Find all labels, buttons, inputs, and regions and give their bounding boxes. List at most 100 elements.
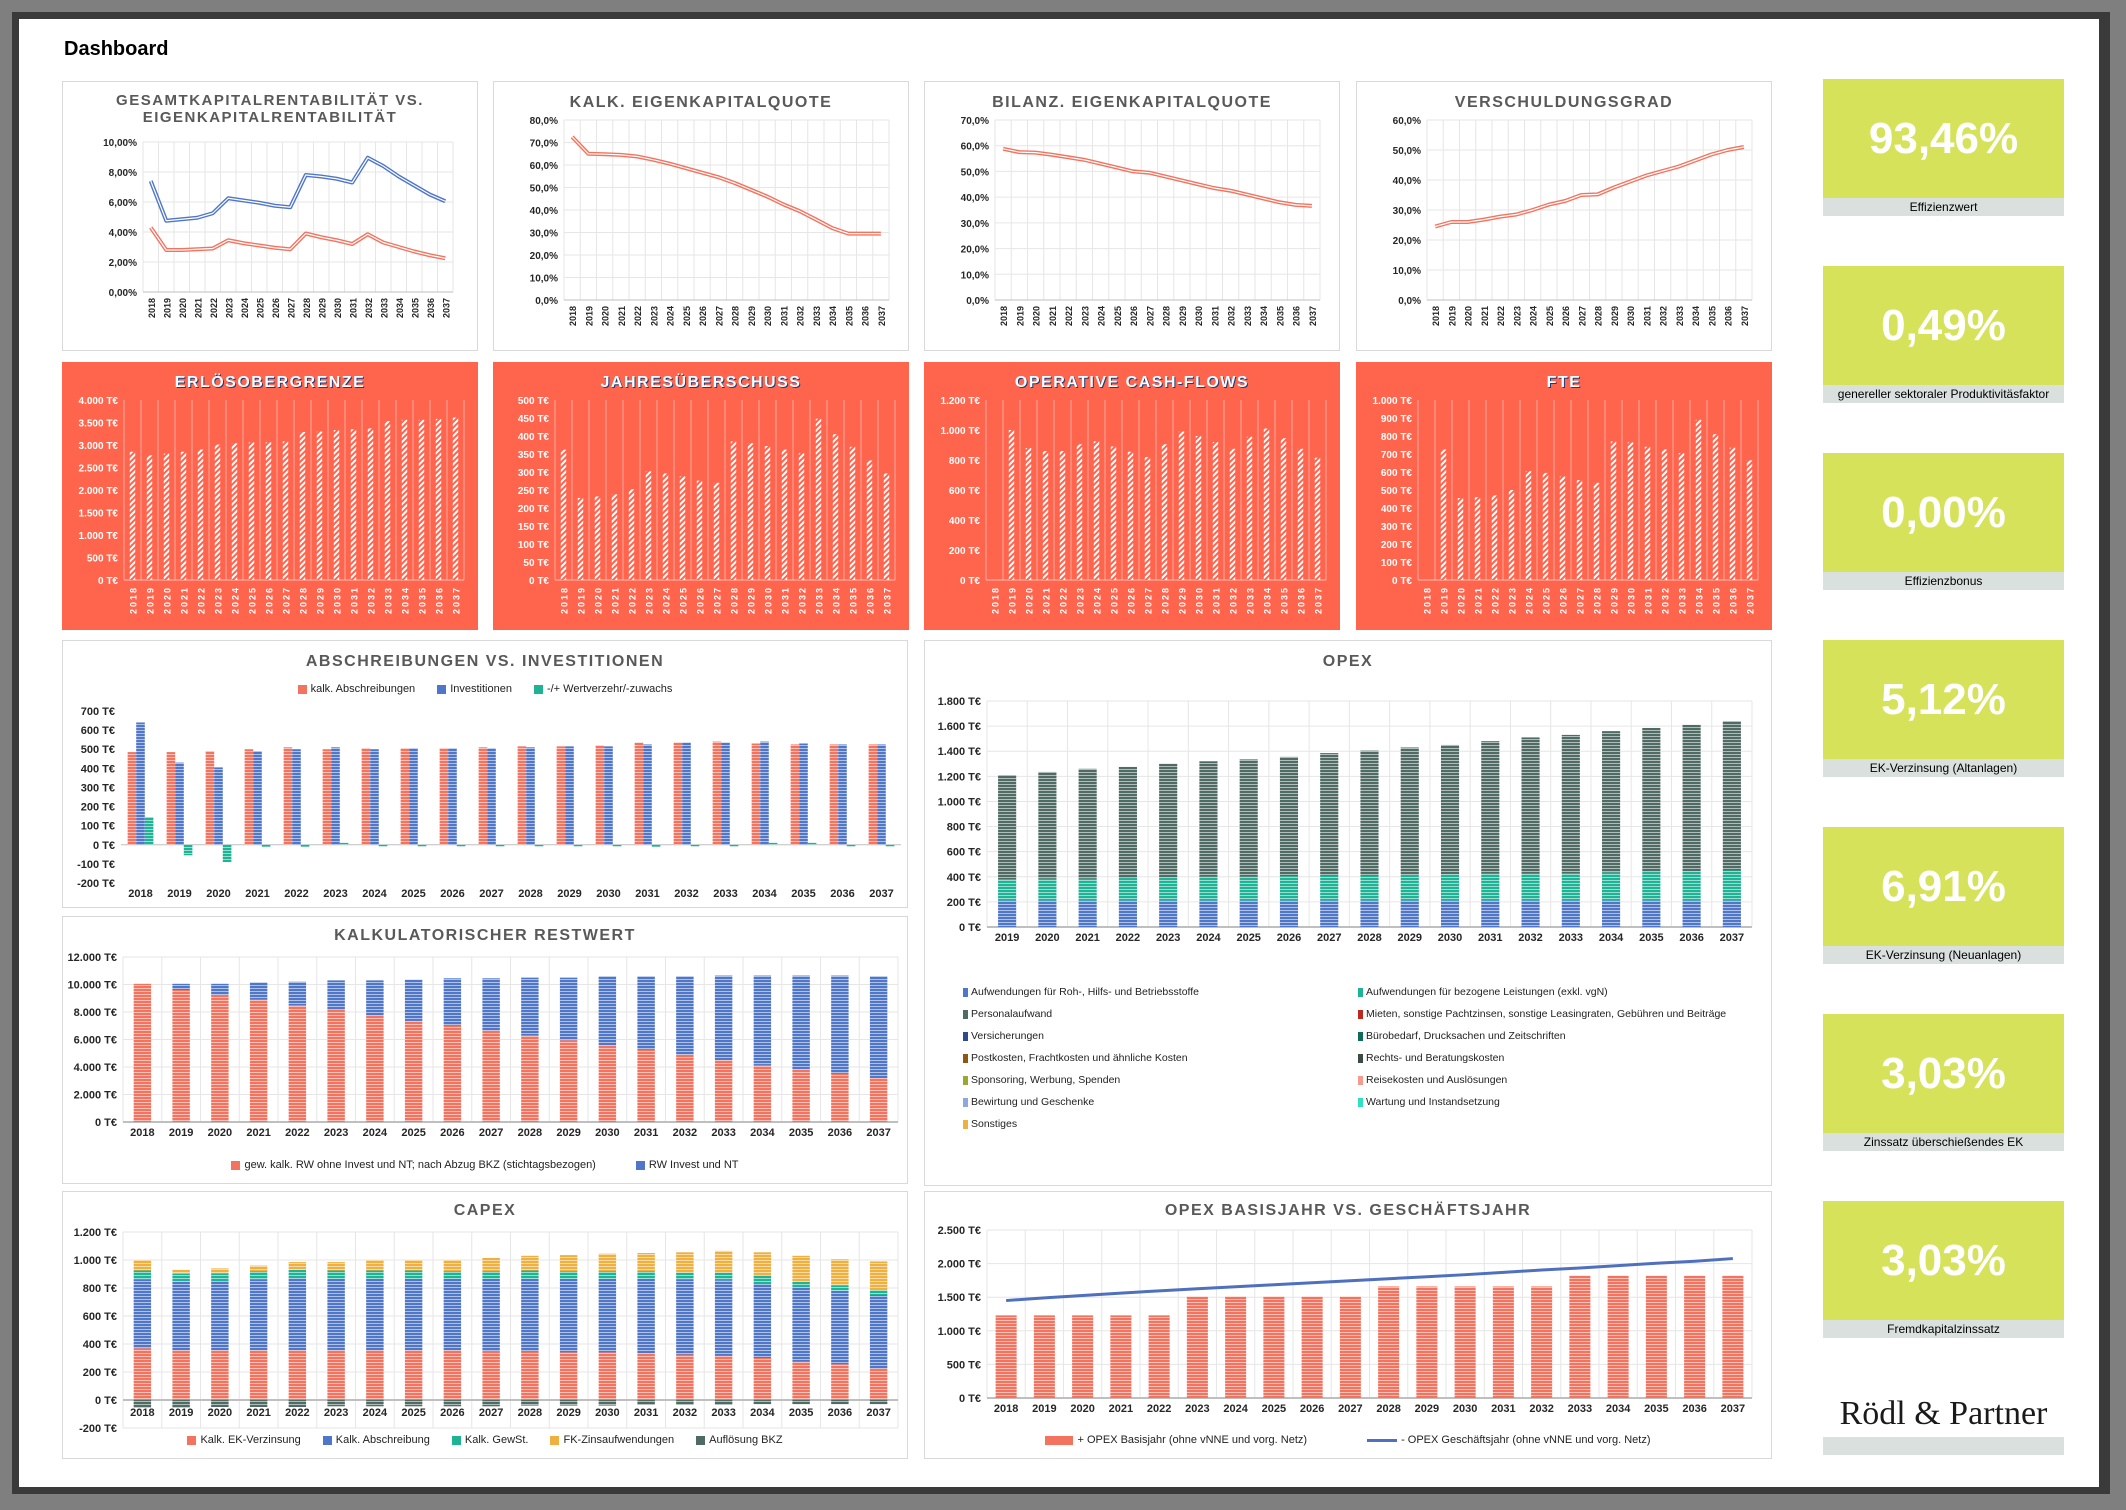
bar [146,455,153,580]
legend-item: Auflösung BKZ [696,1434,783,1446]
x-tick-label: 2033 [379,298,389,318]
kpi-label: Zinssatz überschießendes EK [1823,1133,2064,1151]
bar-segment-0 [1722,900,1741,927]
x-tick-label: 2034 [1695,586,1705,614]
bar-segment-0 [1400,900,1419,927]
bar-segment-4 [327,1400,345,1407]
legend-item: Personalaufwand [963,1008,1358,1020]
y-tick-label: 350 T€ [518,450,550,461]
chart-plot: 0 T€ 500 T€ 1.000 T€ 1.500 T€ 2.000 T€ 2.500 … [938,1225,1753,1415]
chart-plot: 0 T€ 50 T€ 100 T€ 150 T€ 200 T€ 250 T€ 300 T€ 3… [518,396,896,614]
bar-segment-1 [404,1278,423,1351]
bar-segment-0 [521,1351,539,1400]
y-tick-label: 1.500 T€ [938,1292,981,1304]
bar-0 [751,743,761,845]
x-tick-label: 2034 [1691,306,1701,326]
bar-segment-4 [714,1400,733,1405]
chart-gesamtkapitalrentabilitaet: GESAMTKAPITALRENTABILITÄT VS. EIGENKAPIT… [62,81,478,351]
x-tick-label: 2020 [208,1407,232,1419]
bar-segment-0 [133,1348,152,1400]
x-tick-label: 2030 [763,306,773,326]
x-tick-label: 2027 [1576,586,1586,614]
chart-title: KALKULATORISCHER RESTWERT [334,927,636,944]
bar-1 [214,767,223,845]
x-tick-label: 2019 [577,586,587,614]
bar-segment-1 [1400,874,1419,901]
x-tick-label: 2022 [628,586,638,614]
x-tick-label: 2023 [224,298,234,318]
bar-segment-2 [1642,727,1661,872]
x-tick-label: 2021 [1075,932,1099,944]
y-tick-label: 1.600 T€ [938,721,981,733]
bar-segment-3 [288,1262,307,1270]
bar [299,431,306,580]
bar-segment-0 [482,1030,500,1122]
x-tick-label: 2023 [324,1407,348,1419]
chart-plot: 0 T€ 2.000 T€ 4.000 T€ 6.000 T€ 8.000 T€ 10.0… [67,952,899,1139]
y-tick-label: 800 T€ [1381,432,1413,443]
bar [1645,1275,1667,1398]
x-tick-label: 2024 [1223,1403,1248,1415]
x-tick-label: 2032 [364,298,374,318]
x-tick-label: 2033 [1559,932,1583,944]
x-tick-label: 2024 [662,586,672,614]
legend-label: Sponsoring, Werbung, Spenden [971,1074,1121,1086]
bar-segment-2 [598,1271,617,1279]
chart-plot: 0,0% 10,0% 20,0% 30,0% 40,0% 50,0% 60,0% 2018 20… [1393,116,1753,326]
x-tick-label: 2033 [1678,586,1688,614]
y-tick-label: 900 T€ [1381,414,1413,425]
bar [1661,449,1668,580]
bar-segment-0 [1521,900,1540,927]
x-tick-label: 2031 [781,586,791,614]
chart-plot: 0 T€ 200 T€ 400 T€ 600 T€ 800 T€ 1.000 T€ 1.20… [938,696,1753,944]
y-tick-label: 8,00% [109,168,137,179]
bar-segment-0 [404,1350,423,1400]
x-tick-label: 2019 [584,306,594,326]
x-tick-label: 2029 [747,586,757,614]
x-tick-label: 2028 [1593,586,1603,614]
x-tick-label: 2024 [1196,932,1221,944]
chart-legend: Kalk. EK-Verzinsung Kalk. Abschreibung K… [63,1434,907,1446]
bar-segment-2 [249,1271,268,1280]
x-tick-label: 2035 [1712,586,1722,614]
y-tick-label: 0,00% [109,288,137,299]
x-tick-label: 2029 [557,888,581,900]
bar-0 [205,751,215,845]
x-tick-label: 2033 [711,1407,735,1419]
bar-segment-2 [1440,744,1460,875]
x-tick-label: 2032 [673,1407,697,1419]
bar-2 [456,844,466,847]
bar-segment-0 [211,994,229,1122]
x-tick-label: 2022 [1491,586,1501,614]
bar-2 [339,842,349,845]
x-tick-label: 2032 [1659,306,1669,326]
bar-2 [690,844,700,847]
x-tick-label: 2021 [193,298,203,318]
x-tick-label: 2030 [595,1127,619,1139]
bar-segment-0 [598,1045,617,1122]
x-tick-label: 2031 [348,298,358,318]
x-tick-label: 2022 [209,298,219,318]
y-tick-label: 0 T€ [959,1393,981,1405]
bar-segment-2 [133,1270,152,1280]
x-tick-label: 2037 [1746,586,1756,614]
bar-segment-2 [327,1270,345,1279]
x-tick-label: 2034 [1606,1403,1631,1415]
x-tick-label: 2028 [518,888,542,900]
y-tick-label: 3.500 T€ [79,419,119,430]
x-tick-label: 2035 [1275,306,1285,326]
bar-segment-0 [443,1350,462,1400]
bar [1729,447,1736,580]
y-tick-label: 10,0% [530,274,558,285]
x-tick-label: 2029 [1178,306,1188,326]
logo-text: Rödl & Partner [1823,1390,2064,1437]
bar-segment-2 [1521,737,1540,874]
y-tick-label: 0 T€ [959,922,981,934]
x-tick-label: 2018 [994,1403,1018,1415]
bar-segment-0 [404,1020,423,1122]
chart-legend: Aufwendungen für Roh-, Hilfs- und Betrie… [963,986,1753,1130]
x-tick-label: 2025 [1262,1403,1286,1415]
x-tick-label: 2033 [1675,306,1685,326]
bar-2 [183,844,193,856]
y-tick-label: 500 T€ [1381,486,1413,497]
